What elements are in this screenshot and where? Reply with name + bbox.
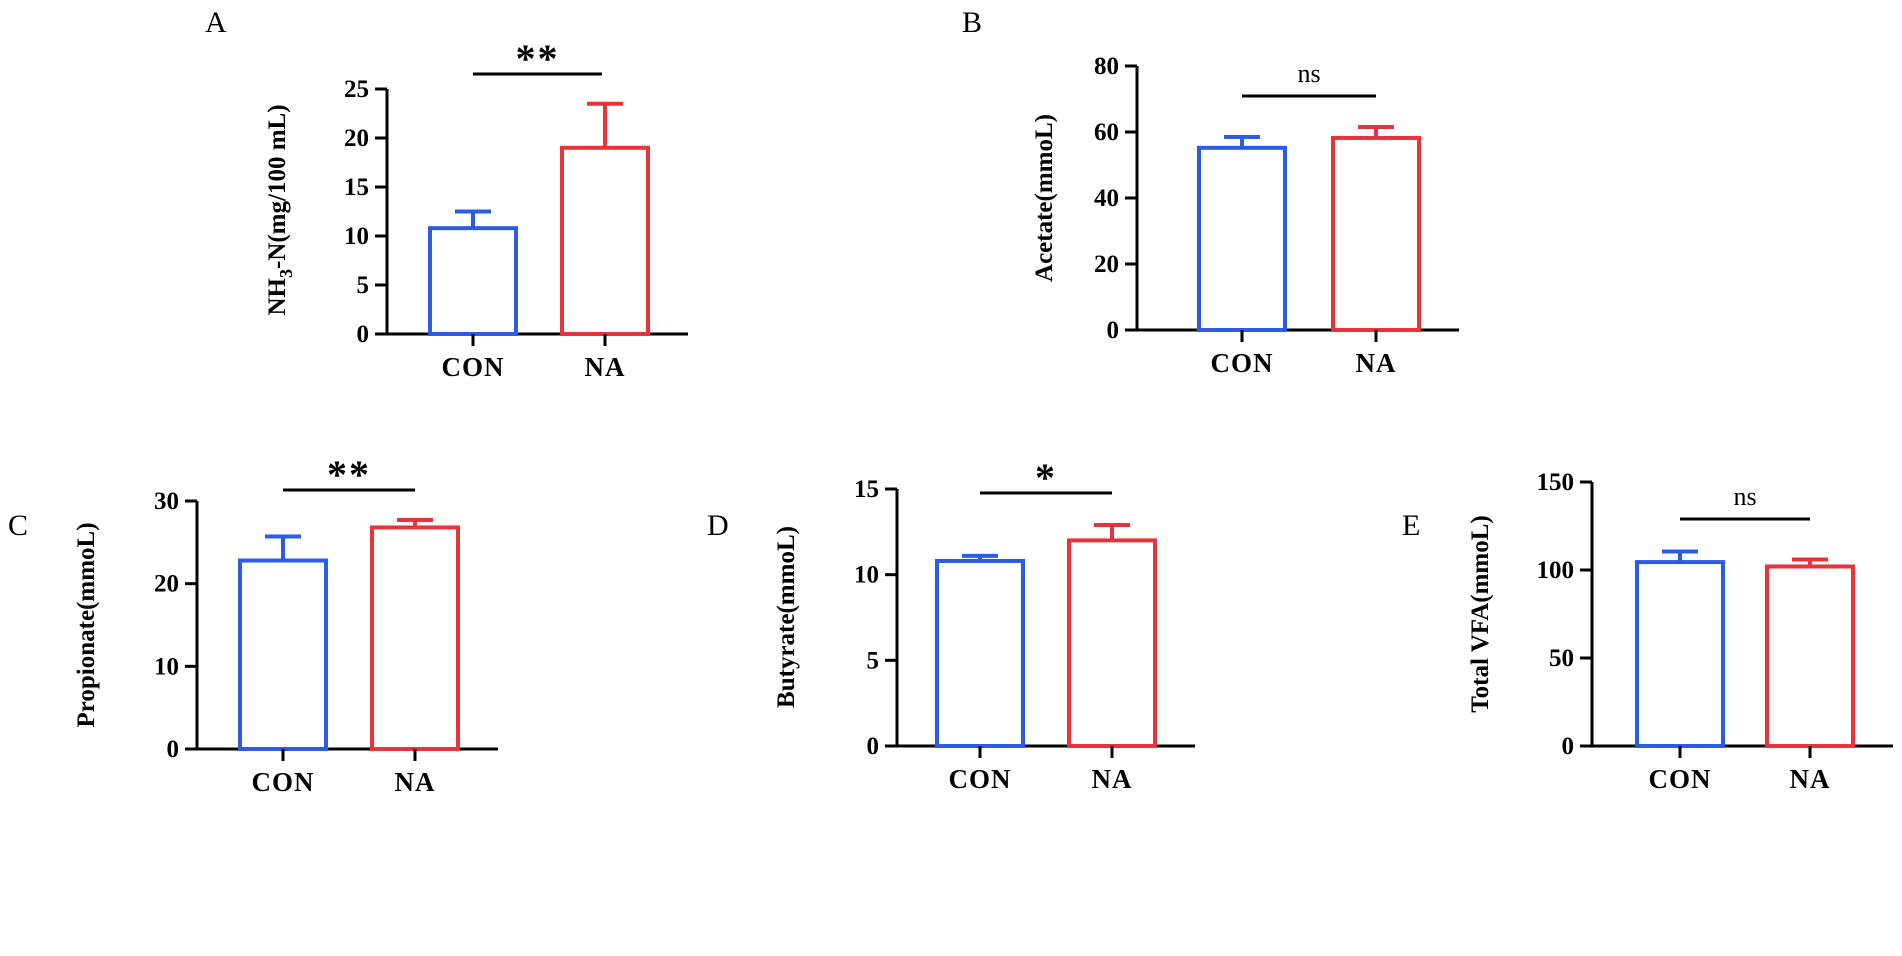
panel-d-letter: D [707,509,729,542]
panel-a-y-tick-label: 5 [357,272,370,299]
panel-e-category-label: NA [1790,764,1831,794]
panel-e-y-tick-label: 50 [1549,645,1574,672]
panel-e-y-tick-label: 150 [1537,469,1575,496]
panel-a-bar-na [560,145,650,336]
panel-d-category-label: CON [949,764,1012,794]
panel-a-y-tick-label: 20 [344,125,369,152]
panel-d-y-tick-label: 15 [854,476,879,503]
panel-c-letter: C [8,509,28,542]
panel-b-y-tick-label: 80 [1094,53,1119,80]
panel-b-y-tick-label: 40 [1094,185,1119,212]
panel-b: B Acetate(mmoL) 0 20 40 60 80 CON NA ns [962,6,1459,378]
panel-a-y-tick-label: 0 [357,321,370,348]
panel-e-letter: E [1402,509,1420,542]
panel-c-significance-label: ** [327,452,371,497]
panel-d-y-tick-label: 10 [854,562,879,589]
panel-e-bar-con [1635,560,1725,749]
panel-d-bar-con [935,558,1025,749]
panel-c-category-label: NA [395,767,436,797]
panel-d-bar-na [1067,538,1157,749]
panel-e-category-label: CON [1649,764,1712,794]
panel-a-category-label: CON [442,352,505,382]
panel-a-y-tick-label: 10 [344,223,369,250]
panel-a-y-tick-label: 15 [344,174,369,201]
panel-a-category-label: NA [585,352,626,382]
panel-d: D Butyrate(mmoL) 0 5 10 15 CON NA * [707,455,1195,794]
panel-d-y-tick-label: 0 [867,733,880,760]
panel-a-y-tick-label: 25 [344,76,369,103]
panel-b-y-tick-label: 20 [1094,251,1119,278]
panel-c-y-tick-label: 20 [154,571,179,598]
panel-b-category-label: CON [1211,348,1274,378]
panel-a-bar-con [428,226,518,336]
panel-c-y-tick-label: 10 [154,653,179,680]
panel-a-significance-label: ** [516,36,560,81]
panel-b-significance-label: ns [1297,59,1320,88]
panel-d-significance-label: * [1035,455,1057,500]
panel-c-y-tick-label: 30 [154,488,179,515]
panel-e: E Total VFA(mmoL) 0 50 100 150 CON NA ns [1402,469,1893,794]
panel-b-letter: B [962,6,982,39]
panel-d-ylabel: Butyrate(mmoL) [773,526,800,708]
panel-a-letter: A [205,6,227,39]
panel-c-ylabel: Propionate(mmoL) [73,522,100,727]
panel-c-category-label: CON [252,767,315,797]
panel-b-category-label: NA [1356,348,1397,378]
panel-e-y-tick-label: 100 [1537,557,1575,584]
panel-e-ylabel: Total VFA(mmoL) [1467,515,1494,712]
panel-c-bar-na [370,525,460,751]
panel-d-category-label: NA [1092,764,1133,794]
panel-e-y-tick-label: 0 [1562,733,1575,760]
panel-b-bar-con [1197,145,1287,332]
panel-b-y-tick-label: 0 [1107,317,1120,344]
panel-e-bar-na [1765,564,1855,748]
panel-b-ylabel: Acetate(mmoL) [1031,114,1058,282]
panel-c-y-tick-label: 0 [167,736,180,763]
panel-b-bar-na [1331,135,1421,332]
panel-c: C Propionate(mmoL) 0 10 20 30 CON NA ** [8,452,498,797]
panel-a: A NH3-N(mg/100 mL) 0 5 10 15 20 25 CON NA ** [205,6,688,382]
panel-d-y-tick-label: 5 [867,647,880,674]
panel-b-y-tick-label: 60 [1094,119,1119,146]
panel-a-ylabel: NH3-N(mg/100 mL) [264,104,296,315]
panel-c-bar-con [238,558,328,752]
panel-e-significance-label: ns [1733,482,1756,511]
